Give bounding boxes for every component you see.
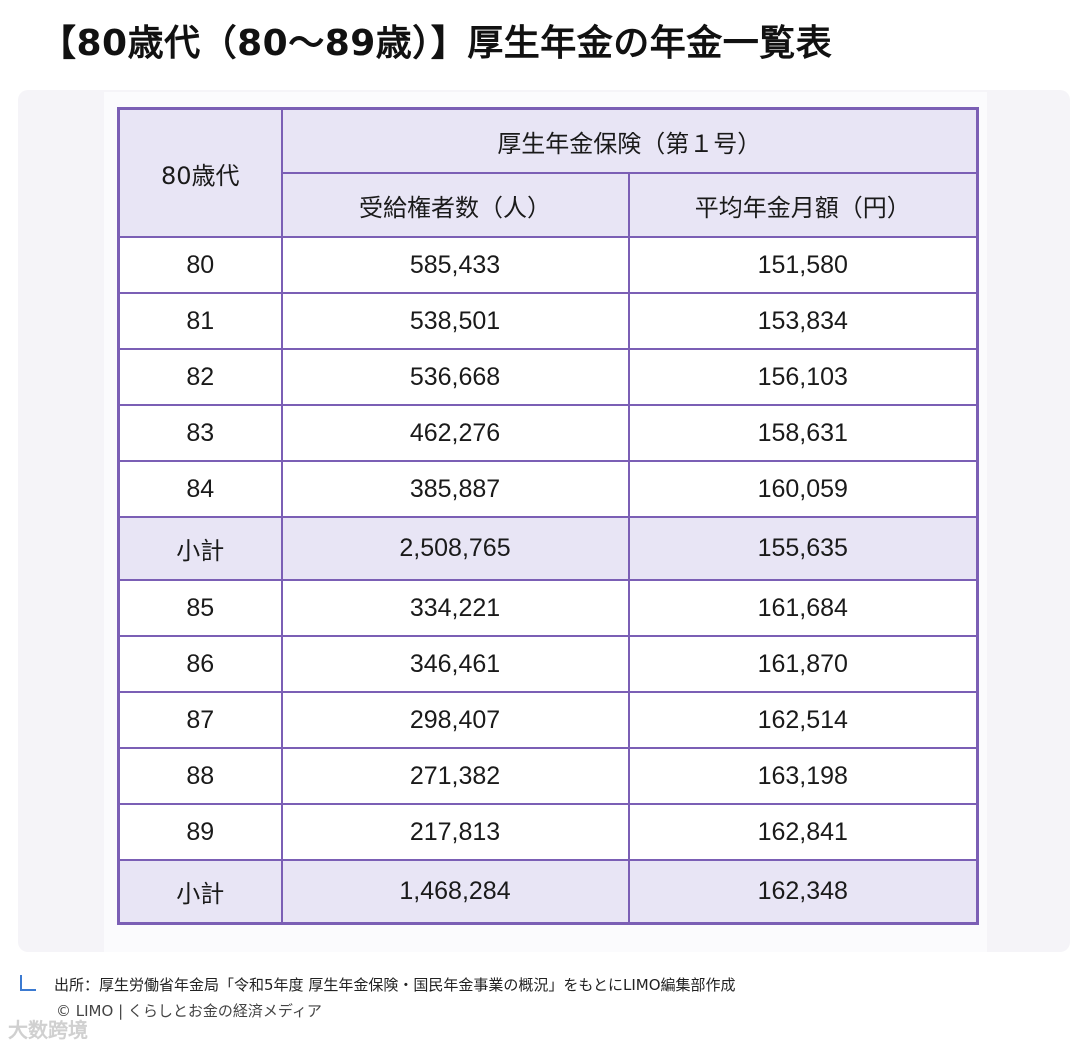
age-cell: 89 xyxy=(117,803,283,861)
recipients-header: 受給権者数（人） xyxy=(280,172,630,238)
source-text: 出所：厚生労働省年金局「令和5年度 厚生年金保険・国民年金事業の概況」をもとにL… xyxy=(54,976,736,994)
average-cell: 161,870 xyxy=(627,635,979,693)
subtotal-label: 小計 xyxy=(117,516,283,581)
recipients-cell: 536,668 xyxy=(280,348,630,406)
subtotal-row: 小計 1,468,284 162,348 xyxy=(117,859,979,925)
average-cell: 163,198 xyxy=(627,747,979,805)
watermark: 大数跨境 xyxy=(8,1018,88,1042)
average-cell: 155,635 xyxy=(627,516,979,581)
age-cell: 85 xyxy=(117,579,283,637)
age-cell: 84 xyxy=(117,460,283,518)
source-caption: 出所：厚生労働省年金局「令和5年度 厚生年金保険・国民年金事業の概況」をもとにL… xyxy=(20,974,736,995)
recipients-cell: 1,468,284 xyxy=(280,859,630,925)
recipients-cell: 217,813 xyxy=(280,803,630,861)
average-cell: 156,103 xyxy=(627,348,979,406)
age-cell: 82 xyxy=(117,348,283,406)
age-cell: 87 xyxy=(117,691,283,749)
table-row: 84 385,887 160,059 xyxy=(117,460,979,518)
recipients-cell: 538,501 xyxy=(280,292,630,350)
caption-corner-icon xyxy=(20,975,36,991)
age-cell: 81 xyxy=(117,292,283,350)
average-cell: 162,514 xyxy=(627,691,979,749)
table-row: 85 334,221 161,684 xyxy=(117,579,979,637)
age-cell: 80 xyxy=(117,236,283,294)
average-cell: 162,841 xyxy=(627,803,979,861)
copyright-text: © LIMO | くらしとお金の経済メディア xyxy=(56,1002,322,1020)
average-header: 平均年金月額（円） xyxy=(627,172,979,238)
group-header: 厚生年金保険（第１号） xyxy=(280,107,979,174)
subtotal-row: 小計 2,508,765 155,635 xyxy=(117,516,979,581)
table-row: 88 271,382 163,198 xyxy=(117,747,979,805)
average-cell: 151,580 xyxy=(627,236,979,294)
corner-header: 80歳代 xyxy=(117,107,283,238)
recipients-cell: 385,887 xyxy=(280,460,630,518)
recipients-cell: 585,433 xyxy=(280,236,630,294)
age-cell: 83 xyxy=(117,404,283,462)
recipients-cell: 2,508,765 xyxy=(280,516,630,581)
recipients-cell: 298,407 xyxy=(280,691,630,749)
subtotal-label: 小計 xyxy=(117,859,283,925)
table-row: 81 538,501 153,834 xyxy=(117,292,979,350)
table-row: 89 217,813 162,841 xyxy=(117,803,979,861)
average-cell: 153,834 xyxy=(627,292,979,350)
pension-table: 80歳代 厚生年金保険（第１号） 受給権者数（人） 平均年金月額（円） 80 5… xyxy=(117,107,979,925)
recipients-cell: 346,461 xyxy=(280,635,630,693)
average-cell: 161,684 xyxy=(627,579,979,637)
table-row: 86 346,461 161,870 xyxy=(117,635,979,693)
table-row: 80 585,433 151,580 xyxy=(117,236,979,294)
average-cell: 162,348 xyxy=(627,859,979,925)
table-row: 87 298,407 162,514 xyxy=(117,691,979,749)
age-cell: 86 xyxy=(117,635,283,693)
average-cell: 160,059 xyxy=(627,460,979,518)
recipients-cell: 462,276 xyxy=(280,404,630,462)
recipients-cell: 271,382 xyxy=(280,747,630,805)
page-title: 【80歳代（80〜89歳）】厚生年金の年金一覧表 xyxy=(40,23,833,64)
table-row: 82 536,668 156,103 xyxy=(117,348,979,406)
average-cell: 158,631 xyxy=(627,404,979,462)
recipients-cell: 334,221 xyxy=(280,579,630,637)
age-cell: 88 xyxy=(117,747,283,805)
table-row: 83 462,276 158,631 xyxy=(117,404,979,462)
